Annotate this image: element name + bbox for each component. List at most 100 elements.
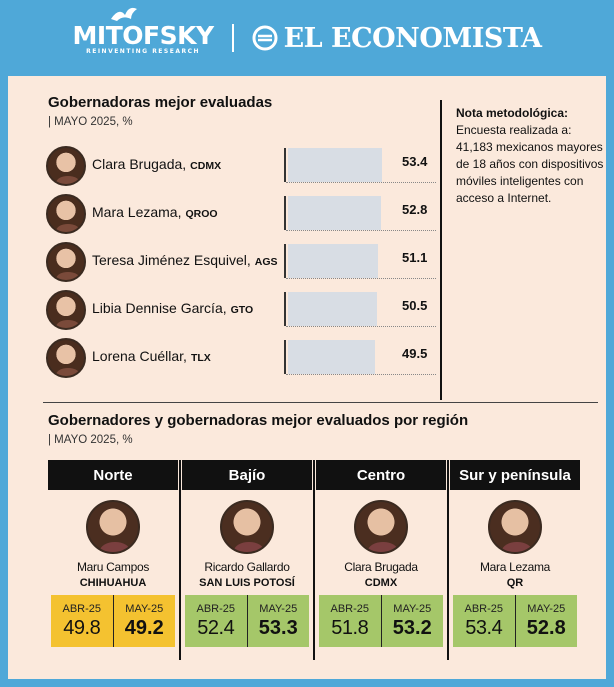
bar-baseline xyxy=(286,230,436,231)
period-value: 49.2 xyxy=(124,616,164,639)
brand-left-sub: REINVENTING RESEARCH xyxy=(86,48,201,55)
avatar xyxy=(46,338,86,378)
period-label: ABR-25 xyxy=(62,602,102,615)
vertical-divider xyxy=(440,100,442,400)
region-header: Centro xyxy=(316,460,446,490)
note-title: Nota metodológica: xyxy=(456,106,569,120)
mitofsky-logo: MITOFSKY REINVENTING RESEARCH xyxy=(72,7,215,55)
period-label: MAY-25 xyxy=(259,602,298,615)
region-header: Bajío xyxy=(182,460,312,490)
horizontal-divider xyxy=(43,402,598,403)
value-cell: MAY-25 52.8 xyxy=(514,595,578,647)
note-body: Encuesta realizada a: 41,183 mexicanos m… xyxy=(456,123,604,205)
gov-name-text: Clara Brugada, xyxy=(92,156,187,172)
header: MITOFSKY REINVENTING RESEARCH EL ECONOMI… xyxy=(0,0,614,76)
bird-icon xyxy=(110,7,137,21)
region-header: Norte xyxy=(48,460,178,490)
region-state: SAN LUIS POTOSÍ xyxy=(199,577,295,589)
period-label: ABR-25 xyxy=(196,602,236,615)
avatar xyxy=(86,500,140,554)
region-header: Sur y península xyxy=(450,460,580,490)
brand-right: EL ECONOMISTA xyxy=(283,22,542,54)
value-cell: MAY-25 49.2 xyxy=(112,595,176,647)
region-state: QR xyxy=(506,577,524,589)
gov-name-text: Lorena Cuéllar, xyxy=(92,348,187,364)
period-value: 49.8 xyxy=(63,616,101,639)
period-label: MAY-25 xyxy=(125,602,164,615)
gov-state: GTO xyxy=(230,304,254,316)
brand-left: MITOFSKY xyxy=(72,21,215,50)
region-values: ABR-25 53.4 MAY-25 52.8 xyxy=(453,595,577,647)
bar-track xyxy=(284,292,434,326)
header-separator xyxy=(231,24,234,52)
region-separator xyxy=(447,460,449,660)
period-value: 51.8 xyxy=(331,616,369,639)
period-label: ABR-25 xyxy=(330,602,370,615)
gov-name: Clara Brugada, CDMX xyxy=(92,156,221,172)
globe-icon xyxy=(252,25,278,51)
region-state: CDMX xyxy=(364,577,398,589)
period-value: 52.4 xyxy=(197,616,235,639)
section1-title: Gobernadoras mejor evaluadas xyxy=(48,94,273,111)
region-column: Centro Clara Brugada CDMX ABR-25 51.8 MAY-25 5… xyxy=(316,460,446,647)
gov-row: Libia Dennise García, GTO 50.5 xyxy=(46,288,436,332)
gov-row: Lorena Cuéllar, TLX 49.5 xyxy=(46,336,436,380)
bar-baseline xyxy=(286,278,436,279)
bar xyxy=(288,244,378,278)
bar-value-label: 53.4 xyxy=(402,154,428,169)
value-cell: MAY-25 53.2 xyxy=(380,595,444,647)
gov-row: Teresa Jiménez Esquivel, AGS 51.1 xyxy=(46,240,436,284)
el-economista-logo: EL ECONOMISTA xyxy=(252,23,542,54)
content-panel: Gobernadoras mejor evaluadas | MAYO 2025… xyxy=(8,76,606,679)
period-label: MAY-25 xyxy=(393,602,432,615)
bar xyxy=(288,196,381,230)
region-values: ABR-25 52.4 MAY-25 53.3 xyxy=(185,595,309,647)
gov-state: CDMX xyxy=(190,160,222,172)
gov-state: AGS xyxy=(254,256,278,268)
value-cell: MAY-25 53.3 xyxy=(246,595,310,647)
bar xyxy=(288,340,376,374)
avatar xyxy=(46,290,86,330)
bar-track xyxy=(284,340,434,374)
avatar xyxy=(46,242,86,282)
value-cell: ABR-25 52.4 xyxy=(185,595,247,647)
gov-name: Lorena Cuéllar, TLX xyxy=(92,348,211,364)
bar-value-label: 50.5 xyxy=(402,298,428,313)
bar-baseline xyxy=(286,326,436,327)
bar-track xyxy=(284,244,434,278)
value-cell: ABR-25 51.8 xyxy=(319,595,381,647)
region-column: Bajío Ricardo Gallardo SAN LUIS POTOSÍ ABR-… xyxy=(182,460,312,647)
bar-value-label: 51.1 xyxy=(402,250,428,265)
region-separator xyxy=(313,460,315,660)
gov-name-text: Teresa Jiménez Esquivel, xyxy=(92,252,251,268)
avatar xyxy=(354,500,408,554)
avatar xyxy=(46,146,86,186)
period-value: 53.2 xyxy=(392,616,432,639)
gov-row: Clara Brugada, CDMX 53.4 xyxy=(46,144,436,188)
section1-subtitle: | MAYO 2025, % xyxy=(48,116,133,128)
gov-name-text: Libia Dennise García, xyxy=(92,300,227,316)
region-separator xyxy=(179,460,181,660)
region-governor-name: Clara Brugada xyxy=(344,560,418,574)
period-label: ABR-25 xyxy=(464,602,504,615)
bar-track xyxy=(284,148,434,182)
value-cell: ABR-25 53.4 xyxy=(453,595,515,647)
avatar xyxy=(220,500,274,554)
gov-name-text: Mara Lezama, xyxy=(92,204,182,220)
bar xyxy=(288,292,377,326)
period-value: 53.4 xyxy=(465,616,503,639)
region-state: CHIHUAHUA xyxy=(79,577,147,589)
region-governor-name: Ricardo Gallardo xyxy=(204,560,290,574)
region-governor-name: Mara Lezama xyxy=(479,560,551,574)
gov-state: TLX xyxy=(190,352,211,364)
bar-baseline xyxy=(286,182,436,183)
avatar xyxy=(46,194,86,234)
region-column: Sur y península Mara Lezama QR ABR-25 53.4 MA… xyxy=(450,460,580,647)
region-values: ABR-25 49.8 MAY-25 49.2 xyxy=(51,595,175,647)
region-column: Norte Maru Campos CHIHUAHUA ABR-25 49.8 MAY-2… xyxy=(48,460,178,647)
gov-name: Mara Lezama, QROO xyxy=(92,204,218,220)
region-values: ABR-25 51.8 MAY-25 53.2 xyxy=(319,595,443,647)
bar-baseline xyxy=(286,374,436,375)
section2-title: Gobernadores y gobernadoras mejor evalua… xyxy=(48,412,469,429)
